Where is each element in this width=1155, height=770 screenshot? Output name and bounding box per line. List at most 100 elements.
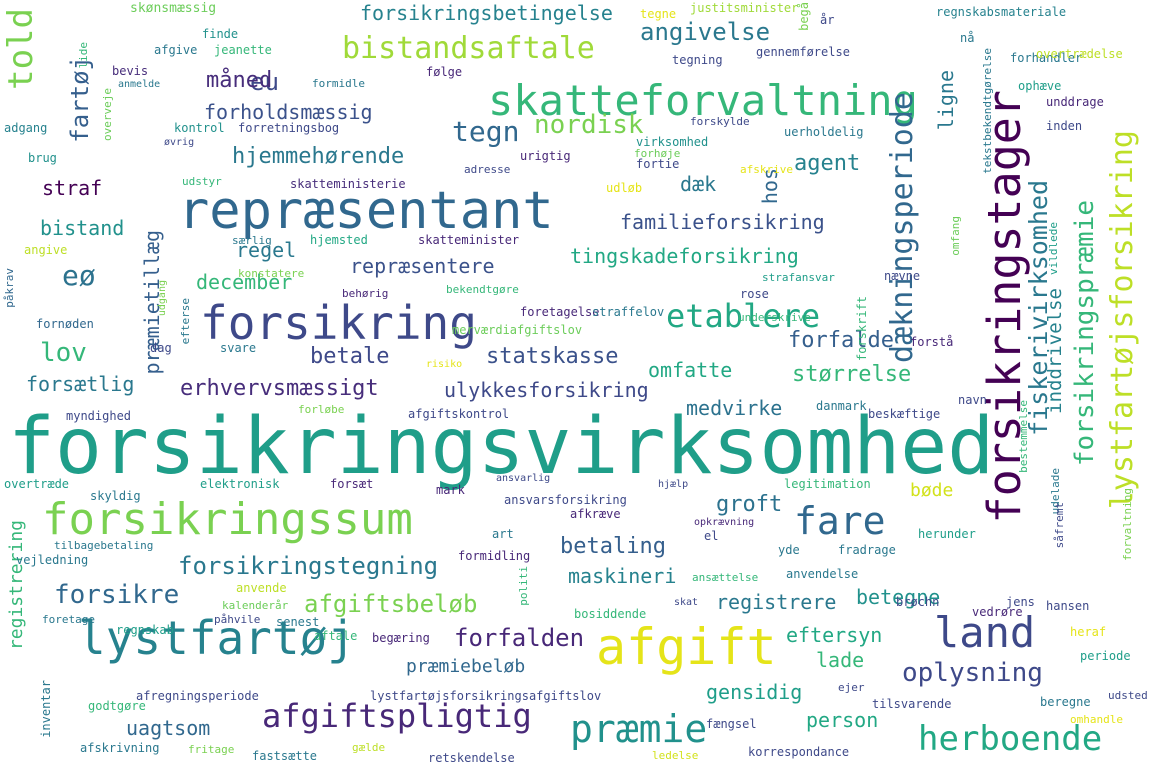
- cloud-word: merværdiafgiftslov: [452, 323, 583, 337]
- cloud-word: foretagelse: [520, 305, 600, 319]
- cloud-word: fritage: [188, 743, 235, 756]
- cloud-word: statskasse: [486, 344, 619, 369]
- cloud-word: beregne: [1040, 695, 1091, 709]
- cloud-word: unddrage: [1046, 95, 1104, 109]
- cloud-word: størrelse: [792, 362, 912, 387]
- cloud-word: bøde: [910, 480, 954, 501]
- cloud-word: ledelse: [652, 749, 699, 762]
- cloud-word: bestemmelse: [1017, 400, 1030, 473]
- cloud-word: afgiftskontrol: [408, 407, 510, 421]
- cloud-word: finde: [202, 27, 239, 41]
- cloud-word: art: [492, 527, 514, 541]
- cloud-word: tegning: [672, 53, 723, 67]
- cloud-word: medvirke: [686, 396, 783, 420]
- cloud-word: beskæftige: [868, 407, 941, 421]
- cloud-word: fængsel: [706, 717, 757, 731]
- cloud-word: følge: [426, 65, 463, 79]
- cloud-word: fastsætte: [252, 749, 318, 763]
- cloud-word: udgang: [157, 280, 168, 317]
- cloud-word: land: [934, 608, 1036, 657]
- cloud-word: straf: [42, 176, 103, 200]
- cloud-word: fare: [794, 499, 886, 543]
- cloud-word: forsæt: [330, 477, 374, 491]
- cloud-word: begæring: [372, 631, 430, 645]
- cloud-word: afskrive: [740, 163, 793, 176]
- cloud-word: forsikre: [54, 580, 180, 610]
- cloud-word: eø: [62, 259, 96, 292]
- cloud-word: strafansvar: [762, 271, 835, 284]
- cloud-word: ansættelse: [692, 571, 759, 584]
- cloud-word: december: [196, 270, 293, 294]
- cloud-word: godtgøre: [88, 699, 146, 713]
- cloud-word: fortie: [636, 157, 680, 171]
- cloud-word: bosiddende: [574, 607, 647, 621]
- cloud-word: formidle: [312, 77, 365, 90]
- cloud-word: registrere: [716, 590, 837, 614]
- cloud-word: nordisk: [534, 110, 644, 140]
- cloud-word: skatteminister: [418, 233, 520, 247]
- cloud-word: udstyr: [182, 175, 222, 188]
- cloud-word: politi: [517, 566, 530, 606]
- cloud-word: brug: [28, 151, 57, 165]
- cloud-word: hansen: [1046, 599, 1090, 613]
- cloud-word: forholdsmæssig: [204, 100, 373, 124]
- cloud-word: opkrævning: [694, 517, 755, 528]
- cloud-word: påhvile: [214, 613, 261, 626]
- cloud-word: etablere: [666, 297, 821, 335]
- cloud-word: virksomhed: [636, 135, 709, 149]
- cloud-word: afgive: [154, 43, 198, 57]
- cloud-word: el: [704, 529, 719, 543]
- cloud-word: forsikringspræmie: [1070, 200, 1100, 467]
- cloud-word: eftersyn: [786, 623, 883, 647]
- cloud-word: dækningsperiode: [885, 92, 920, 363]
- cloud-word: oplysning: [902, 658, 1043, 688]
- cloud-word: øvrig: [164, 137, 195, 148]
- cloud-word: justitsminister: [690, 1, 799, 15]
- cloud-word: afskrivning: [80, 741, 160, 755]
- cloud-word: begå: [797, 2, 811, 31]
- cloud-word: ejer: [838, 681, 865, 694]
- cloud-word: forskylde: [690, 115, 750, 128]
- cloud-word: repræsentere: [350, 254, 495, 278]
- cloud-word: skatteministerie: [290, 177, 406, 191]
- cloud-word: ligne: [934, 70, 958, 131]
- cloud-word: påkrav: [3, 268, 16, 308]
- cloud-word: vejledning: [16, 553, 89, 567]
- cloud-word: adgang: [4, 121, 48, 135]
- cloud-word: formidling: [458, 549, 531, 563]
- cloud-word: rose: [740, 287, 769, 301]
- cloud-word: ansvarsforsikring: [504, 493, 627, 507]
- cloud-word: anvende: [236, 581, 287, 595]
- cloud-word: behørig: [342, 287, 389, 300]
- cloud-word: inden: [1046, 119, 1083, 133]
- cloud-word: forløbe: [298, 403, 345, 416]
- cloud-word: danmark: [816, 399, 867, 413]
- cloud-word: vildlede: [1047, 222, 1060, 275]
- cloud-word: hjemmehørende: [232, 144, 405, 169]
- cloud-word: betale: [310, 344, 390, 369]
- cloud-word: nå: [960, 31, 975, 45]
- cloud-word: mark: [436, 483, 465, 497]
- cloud-word: brøchn: [896, 595, 940, 609]
- cloud-word: forretningsbog: [238, 121, 340, 135]
- cloud-word: fartøj: [66, 56, 94, 143]
- cloud-word: gensidig: [706, 680, 803, 704]
- cloud-word: legitimation: [784, 477, 871, 491]
- cloud-word: afregningsperiode: [136, 689, 259, 703]
- cloud-word: gennemførelse: [756, 45, 850, 59]
- cloud-word: regel: [236, 238, 297, 262]
- cloud-word: forstå: [910, 335, 954, 349]
- cloud-word: hjemsted: [310, 233, 368, 247]
- cloud-word: særlig: [232, 234, 272, 247]
- cloud-word: jens: [1006, 595, 1035, 609]
- cloud-word: familieforsikring: [620, 210, 825, 234]
- cloud-word: lade: [816, 648, 865, 672]
- cloud-word: forfalde: [788, 328, 894, 353]
- cloud-word: herboende: [918, 719, 1103, 759]
- cloud-word: anvendelse: [786, 567, 859, 581]
- cloud-word: agent: [794, 151, 861, 176]
- cloud-word: aftale: [314, 629, 358, 643]
- cloud-word: afgiftsbeløb: [304, 590, 478, 618]
- cloud-word: bistand: [40, 216, 125, 240]
